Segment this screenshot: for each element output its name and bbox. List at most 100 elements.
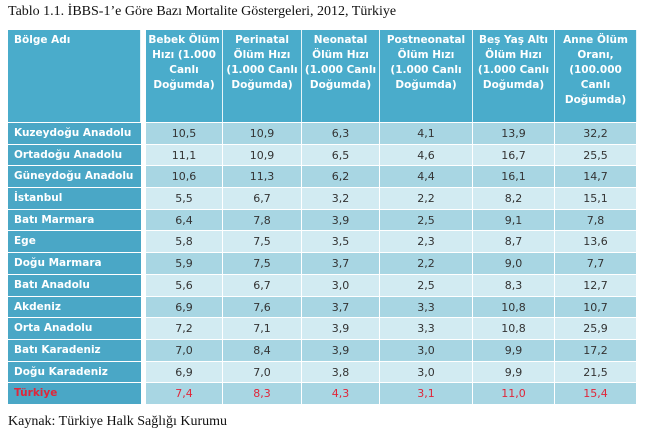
value-cell: 7,4 — [146, 383, 223, 404]
value-cell: 3,2 — [302, 188, 380, 209]
region-name: Türkiye — [8, 383, 141, 404]
value-cell: 7,7 — [555, 253, 637, 274]
value-cell: 7,0 — [223, 361, 302, 383]
table-row: Doğu Marmara 5,9 7,5 3,7 2,2 9,0 7,7 — [8, 252, 637, 274]
value-cell: 3,9 — [302, 209, 380, 231]
region-name: İstanbul — [8, 188, 141, 209]
value-cell: 5,9 — [146, 253, 223, 274]
value-cell: 6,4 — [146, 209, 223, 231]
value-cell: 5,5 — [146, 188, 223, 209]
value-cell: 2,5 — [380, 209, 473, 231]
value-cell: 6,7 — [223, 274, 302, 296]
value-cell: 10,8 — [473, 296, 555, 318]
column-header: Anne Ölüm Oranı, (100.000 Canlı Doğumda) — [555, 30, 637, 122]
total-row: Türkiye 7,4 8,3 4,3 3,1 11,0 15,4 — [8, 382, 637, 404]
region-name: Güneydoğu Anadolu — [8, 166, 141, 188]
table-row: Doğu Karadeniz 6,9 7,0 3,8 3,0 9,9 21,5 — [8, 360, 637, 383]
value-cell: 5,8 — [146, 231, 223, 253]
value-cell: 10,8 — [473, 318, 555, 339]
value-cell: 9,1 — [473, 209, 555, 231]
value-cell: 10,7 — [555, 296, 637, 318]
column-gap — [141, 209, 146, 231]
value-cell: 3,0 — [380, 361, 473, 383]
value-cell: 32,2 — [555, 123, 637, 144]
table-row: Ege 5,8 7,5 3,5 2,3 8,7 13,6 — [8, 230, 637, 253]
value-cell: 6,7 — [223, 188, 302, 209]
value-cell: 8,4 — [223, 339, 302, 361]
column-gap — [141, 361, 146, 383]
value-cell: 4,6 — [380, 144, 473, 166]
value-cell: 8,2 — [473, 188, 555, 209]
column-gap — [141, 339, 146, 361]
column-header: Neonatal Ölüm Hızı (1.000 Canlı Doğumda) — [302, 30, 380, 122]
column-gap — [141, 274, 146, 296]
column-gap — [141, 166, 146, 188]
region-name: Ege — [8, 231, 141, 253]
column-gap — [141, 253, 146, 274]
value-cell: 8,3 — [473, 274, 555, 296]
column-gap — [141, 144, 146, 166]
column-gap — [141, 188, 146, 209]
value-cell: 7,8 — [555, 209, 637, 231]
value-cell: 17,2 — [555, 339, 637, 361]
table-row: Orta Anadolu 7,2 7,1 3,9 3,3 10,8 25,9 — [8, 317, 637, 339]
value-cell: 14,7 — [555, 166, 637, 188]
value-cell: 13,9 — [473, 123, 555, 144]
value-cell: 11,3 — [223, 166, 302, 188]
value-cell: 3,7 — [302, 253, 380, 274]
value-cell: 4,3 — [302, 383, 380, 404]
value-cell: 7,0 — [146, 339, 223, 361]
table-row: Kuzeydoğu Anadolu 10,5 10,9 6,3 4,1 13,9 32,2 — [8, 122, 637, 144]
value-cell: 3,3 — [380, 318, 473, 339]
table-row: Batı Anadolu 5,6 6,7 3,0 2,5 8,3 12,7 — [8, 273, 637, 296]
value-cell: 9,9 — [473, 361, 555, 383]
table-row: Batı Marmara 6,4 7,8 3,9 2,5 9,1 7,8 — [8, 208, 637, 231]
value-cell: 6,5 — [302, 144, 380, 166]
value-cell: 10,9 — [223, 144, 302, 166]
value-cell: 2,3 — [380, 231, 473, 253]
value-cell: 6,9 — [146, 361, 223, 383]
value-cell: 4,1 — [380, 123, 473, 144]
value-cell: 6,2 — [302, 166, 380, 188]
region-name: Batı Karadeniz — [8, 339, 141, 361]
value-cell: 6,3 — [302, 123, 380, 144]
column-gap — [141, 383, 146, 404]
table-row: Akdeniz 6,9 7,6 3,7 3,3 10,8 10,7 — [8, 295, 637, 318]
value-cell: 3,3 — [380, 296, 473, 318]
value-cell: 9,0 — [473, 253, 555, 274]
value-cell: 7,5 — [223, 231, 302, 253]
value-cell: 3,5 — [302, 231, 380, 253]
value-cell: 10,5 — [146, 123, 223, 144]
column-gap — [141, 30, 146, 122]
value-cell: 7,5 — [223, 253, 302, 274]
column-header: Postneonatal Ölüm Hızı (1.000 Canlı Doğu… — [380, 30, 473, 122]
column-header: Perinatal Ölüm Hızı (1.000 Canlı Doğumda… — [223, 30, 302, 122]
table-row: Ortadoğu Anadolu 11,1 10,9 6,5 4,6 16,7 25,5 — [8, 143, 637, 166]
value-cell: 7,6 — [223, 296, 302, 318]
value-cell: 15,4 — [555, 383, 637, 404]
table-body: Kuzeydoğu Anadolu 10,5 10,9 6,3 4,1 13,9 32,2 O… — [8, 122, 637, 404]
region-name: Orta Anadolu — [8, 318, 141, 339]
table-header: Bölge Adı Bebek Ölüm Hızı (1.000 Canlı Do… — [8, 30, 637, 122]
value-cell: 12,7 — [555, 274, 637, 296]
column-gap — [141, 318, 146, 339]
value-cell: 25,9 — [555, 318, 637, 339]
region-name: Ortadoğu Anadolu — [8, 144, 141, 166]
column-header: Bebek Ölüm Hızı (1.000 Canlı Doğumda) — [146, 30, 223, 122]
region-name: Doğu Marmara — [8, 253, 141, 274]
value-cell: 13,6 — [555, 231, 637, 253]
region-name: Batı Anadolu — [8, 274, 141, 296]
value-cell: 8,3 — [223, 383, 302, 404]
value-cell: 25,5 — [555, 144, 637, 166]
region-name: Kuzeydoğu Anadolu — [8, 123, 141, 144]
value-cell: 15,1 — [555, 188, 637, 209]
region-name: Doğu Karadeniz — [8, 361, 141, 383]
table-title: Tablo 1.1. İBBS-1’e Göre Bazı Mortalite … — [8, 4, 397, 19]
value-cell: 7,8 — [223, 209, 302, 231]
table-row: Batı Karadeniz 7,0 8,4 3,9 3,0 9,9 17,2 — [8, 338, 637, 361]
value-cell: 3,0 — [302, 274, 380, 296]
value-cell: 7,1 — [223, 318, 302, 339]
value-cell: 3,0 — [380, 339, 473, 361]
column-gap — [141, 123, 146, 144]
value-cell: 2,2 — [380, 188, 473, 209]
